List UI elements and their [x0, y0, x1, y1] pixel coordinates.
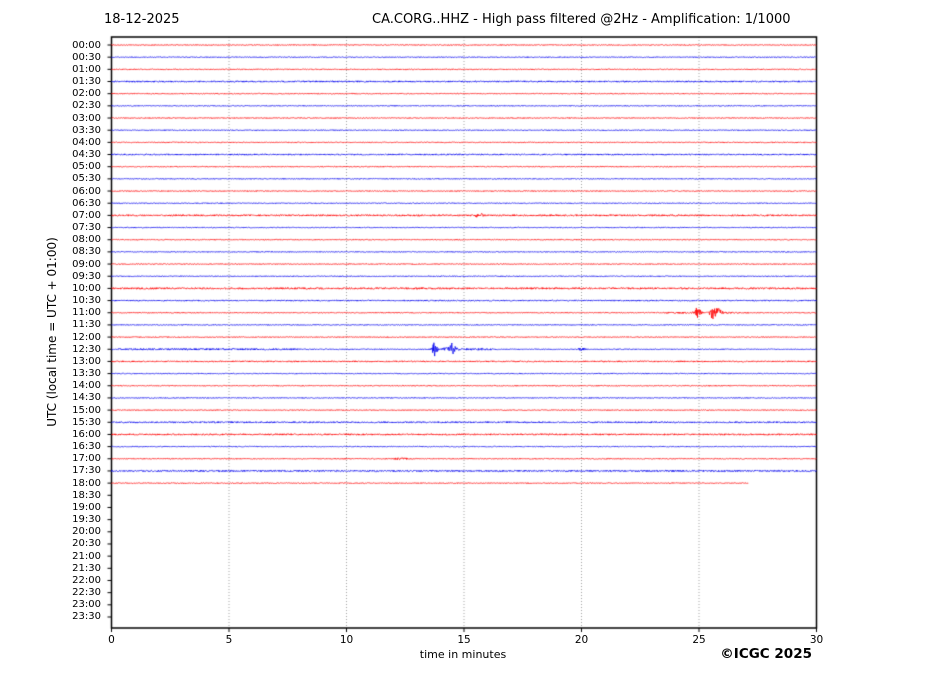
y-tick-label: 21:30 [72, 562, 101, 574]
y-tick-label: 06:30 [72, 197, 101, 209]
x-tick-label: 10 [339, 634, 354, 646]
y-tick-label: 10:30 [72, 295, 101, 307]
y-tick-label: 17:30 [72, 465, 101, 477]
y-tick-label: 00:00 [72, 39, 101, 51]
y-tick-label: 20:30 [72, 538, 101, 550]
y-tick-label: 13:30 [72, 368, 101, 380]
y-tick-label: 23:30 [72, 611, 101, 623]
chart-title: CA.CORG..HHZ - High pass filtered @2Hz -… [372, 12, 791, 27]
y-tick-label: 02:00 [72, 88, 101, 100]
date-label: 18-12-2025 [104, 12, 180, 27]
y-tick-label: 22:00 [72, 574, 101, 586]
y-tick-label: 07:00 [72, 209, 101, 221]
y-tick-label: 11:30 [72, 319, 101, 331]
y-tick-label: 01:00 [72, 63, 101, 75]
y-tick-label: 13:00 [72, 355, 101, 367]
y-tick-label: 01:30 [72, 76, 101, 87]
y-tick-label: 22:30 [72, 587, 101, 599]
x-tick-label: 5 [225, 634, 233, 646]
y-tick-label: 04:00 [72, 136, 101, 148]
x-axis-label: time in minutes [419, 648, 507, 661]
y-tick-label: 15:00 [72, 404, 101, 416]
y-tick-label: 17:00 [72, 453, 101, 465]
y-tick-label: 09:00 [72, 258, 101, 270]
y-tick-label: 15:30 [72, 416, 101, 428]
y-tick-label: 12:00 [72, 331, 101, 343]
y-tick-label: 08:30 [72, 246, 101, 258]
y-tick-label: 02:30 [72, 100, 101, 112]
y-tick-label: 23:00 [72, 599, 101, 611]
y-tick-label: 19:30 [72, 514, 101, 526]
y-tick-label: 05:00 [72, 161, 101, 173]
y-tick-label: 06:00 [72, 185, 101, 197]
y-tick-label: 20:00 [72, 526, 101, 538]
y-tick-label: 09:30 [72, 270, 101, 282]
y-tick-label: 07:30 [72, 222, 101, 234]
y-tick-label: 16:00 [72, 428, 101, 440]
y-tick-label: 08:00 [72, 234, 101, 246]
y-tick-label: 11:00 [72, 307, 101, 319]
y-tick-label: 18:00 [72, 477, 101, 489]
copyright-label: ©ICGC 2025 [720, 646, 812, 662]
y-tick-label: 21:00 [72, 550, 101, 562]
y-tick-label: 04:30 [72, 149, 101, 161]
y-tick-label: 14:30 [72, 392, 101, 404]
y-tick-label: 03:30 [72, 124, 101, 136]
x-tick-label: 30 [809, 634, 824, 646]
y-tick-label: 16:30 [72, 441, 101, 453]
y-tick-label: 12:30 [72, 343, 101, 355]
x-tick-label: 0 [108, 634, 115, 646]
y-tick-label: 10:00 [72, 282, 101, 294]
y-tick-label: 19:00 [72, 501, 101, 513]
y-tick-label: 03:00 [72, 112, 101, 124]
y-tick-label: 05:30 [72, 173, 101, 185]
y-tick-label: 00:30 [72, 51, 101, 63]
y-tick-label: 18:30 [72, 489, 101, 501]
x-tick-label: 15 [457, 634, 471, 646]
y-tick-label: 14:00 [72, 380, 101, 392]
x-tick-label: 20 [574, 634, 589, 646]
x-tick-label: 25 [692, 634, 706, 646]
